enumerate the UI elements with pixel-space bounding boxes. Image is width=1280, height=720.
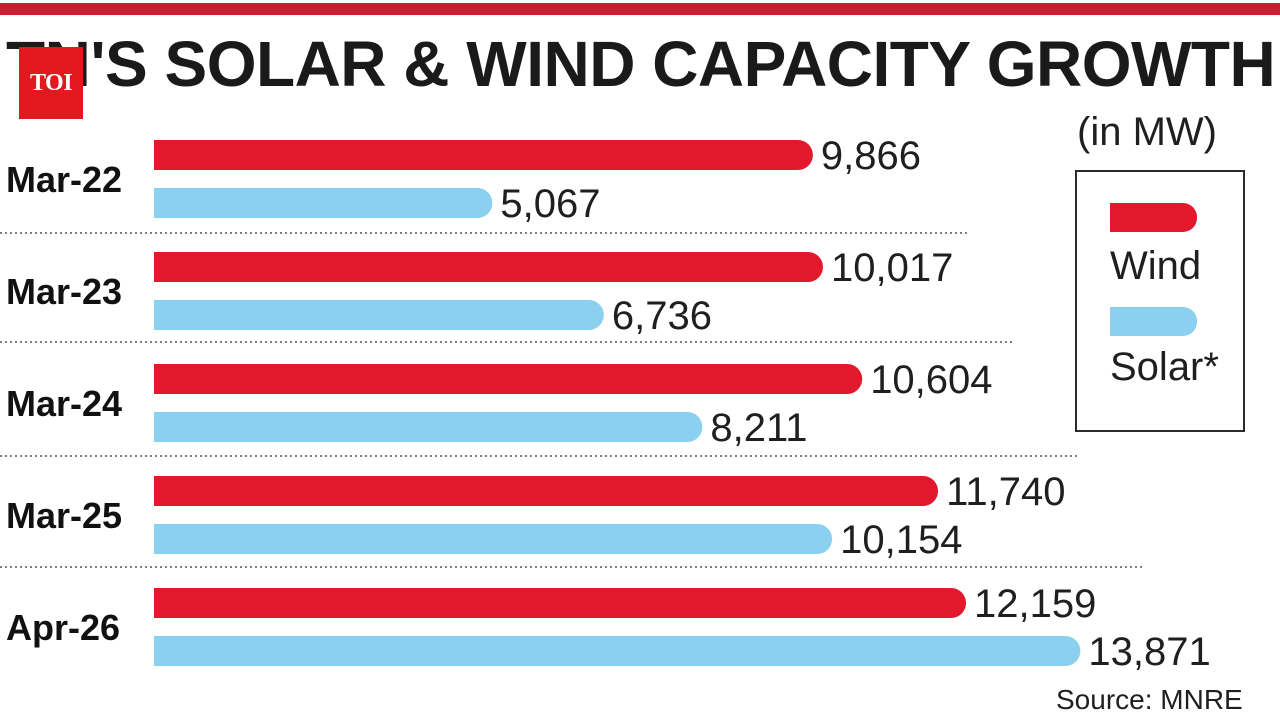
bar-solar	[154, 188, 493, 218]
category-label: Mar-24	[6, 383, 122, 424]
bar-solar	[154, 412, 703, 442]
bar-wind	[154, 364, 863, 394]
top-rule	[0, 3, 1280, 15]
legend-label-solar: Solar*	[1110, 345, 1219, 389]
data-label-wind: 10,017	[831, 246, 953, 290]
data-label-wind: 9,866	[821, 134, 921, 178]
unit-label: (in MW)	[1077, 110, 1217, 154]
category-label: Mar-23	[6, 271, 122, 312]
bar-wind	[154, 140, 813, 170]
category-label: Mar-25	[6, 495, 122, 536]
legend-label-wind: Wind	[1110, 244, 1202, 288]
bar-solar	[154, 300, 604, 330]
data-label-solar: 6,736	[612, 294, 712, 338]
data-label-solar: 10,154	[840, 518, 962, 562]
toi-logo[interactable]: TOI	[19, 47, 83, 119]
chart-title: TN'S SOLAR & WIND CAPACITY GROWTH	[6, 28, 1276, 100]
bar-solar	[154, 524, 833, 554]
data-label-solar: 5,067	[500, 182, 600, 226]
source-note: Source: MNRE	[1056, 684, 1243, 715]
category-label: Apr-26	[6, 607, 120, 648]
bar-solar	[154, 636, 1081, 666]
data-label-wind: 12,159	[974, 582, 1096, 626]
legend: Wind Solar*	[1075, 170, 1245, 432]
legend-swatch-wind	[1110, 203, 1197, 232]
bar-wind	[154, 476, 939, 506]
data-label-solar: 13,871	[1088, 630, 1210, 674]
legend-swatch-solar	[1110, 307, 1197, 336]
data-label-wind: 11,740	[946, 470, 1065, 514]
bar-wind	[154, 252, 823, 282]
data-label-solar: 8,211	[710, 406, 807, 450]
data-label-wind: 10,604	[870, 358, 992, 402]
category-label: Mar-22	[6, 159, 122, 200]
bar-wind	[154, 588, 967, 618]
